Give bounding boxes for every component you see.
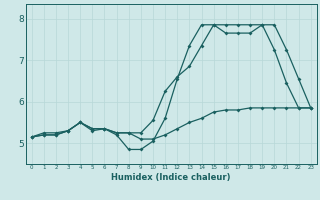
X-axis label: Humidex (Indice chaleur): Humidex (Indice chaleur)	[111, 173, 231, 182]
